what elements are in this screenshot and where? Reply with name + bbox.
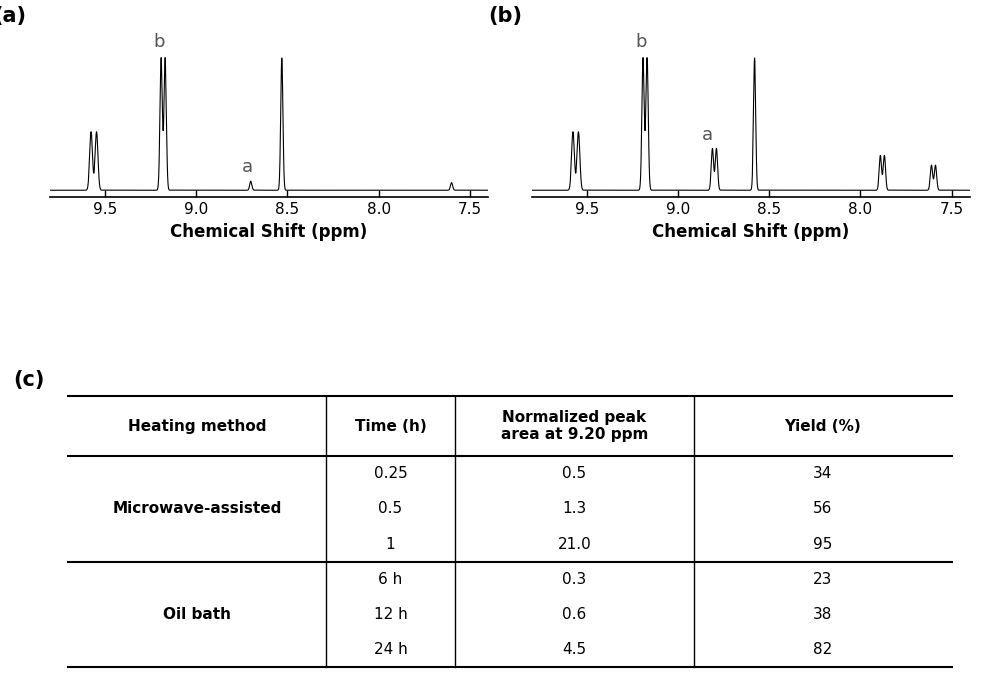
X-axis label: Chemical Shift (ppm): Chemical Shift (ppm) xyxy=(170,222,368,241)
Text: Normalized peak
area at 9.20 ppm: Normalized peak area at 9.20 ppm xyxy=(501,410,648,443)
Text: a: a xyxy=(242,158,253,176)
Text: (a): (a) xyxy=(0,6,26,27)
Text: (b): (b) xyxy=(488,6,522,27)
Text: b: b xyxy=(636,33,647,51)
Text: 82: 82 xyxy=(813,643,832,658)
Text: Yield (%): Yield (%) xyxy=(784,419,861,434)
Text: 95: 95 xyxy=(813,537,832,551)
Text: Microwave-assisted: Microwave-assisted xyxy=(113,501,282,517)
Text: 56: 56 xyxy=(813,501,832,517)
Text: 4.5: 4.5 xyxy=(562,643,586,658)
Text: Oil bath: Oil bath xyxy=(163,607,231,622)
Text: 12 h: 12 h xyxy=(374,607,407,622)
Text: 0.5: 0.5 xyxy=(562,466,586,481)
Text: a: a xyxy=(702,126,713,144)
Text: 21.0: 21.0 xyxy=(558,537,591,551)
Text: 34: 34 xyxy=(813,466,832,481)
Text: 1: 1 xyxy=(386,537,395,551)
X-axis label: Chemical Shift (ppm): Chemical Shift (ppm) xyxy=(652,222,850,241)
Text: 0.3: 0.3 xyxy=(562,572,587,587)
Text: 24 h: 24 h xyxy=(374,643,407,658)
Text: b: b xyxy=(154,33,165,51)
Text: 0.5: 0.5 xyxy=(378,501,402,517)
Text: 0.25: 0.25 xyxy=(374,466,407,481)
Text: 23: 23 xyxy=(813,572,832,587)
Text: 0.6: 0.6 xyxy=(562,607,587,622)
Text: 6 h: 6 h xyxy=(378,572,403,587)
Text: Time (h): Time (h) xyxy=(355,419,426,434)
Text: (c): (c) xyxy=(13,371,45,390)
Text: 1.3: 1.3 xyxy=(562,501,587,517)
Text: 38: 38 xyxy=(813,607,832,622)
Text: Heating method: Heating method xyxy=(128,419,266,434)
